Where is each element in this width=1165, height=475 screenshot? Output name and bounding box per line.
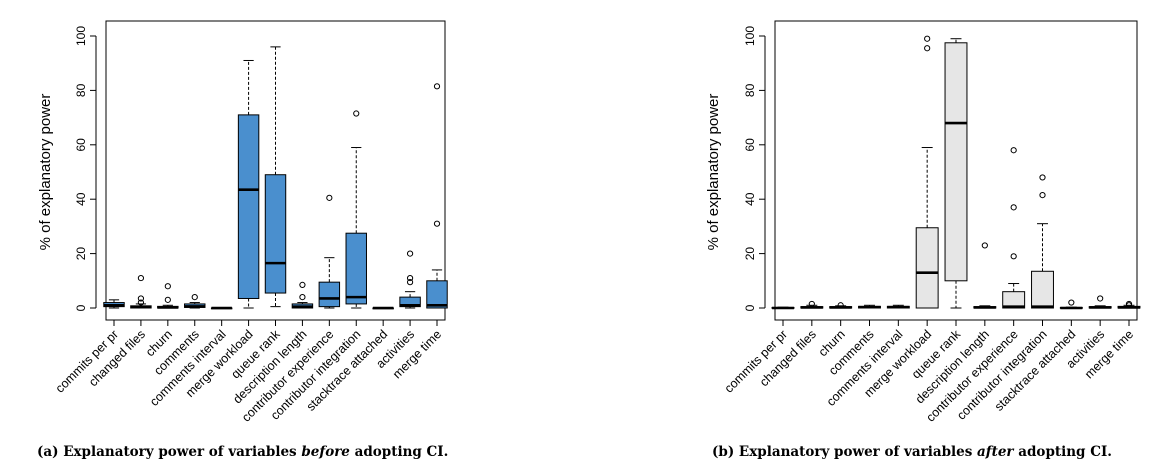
box-item [771,306,795,310]
y-tick-label: 60 [743,138,757,152]
outlier-point [924,35,931,42]
outlier-point [1068,299,1075,306]
box-body [915,227,939,309]
box-item [1117,300,1141,309]
box-item [426,83,448,309]
box-body [345,232,367,305]
y-tick-label: 100 [74,26,88,46]
caption-before: (a) Explanatory power of variables befor… [37,444,449,460]
box-item [399,250,421,309]
box-body [426,280,448,309]
outlier-point [137,274,145,282]
y-tick-label: 40 [74,192,88,206]
outlier-point [164,283,171,290]
box-item [829,302,853,309]
y-tick-label: 20 [74,247,88,261]
outlier-point [191,294,198,301]
outlier-point [1010,147,1017,154]
y-tick-label: 80 [74,83,88,97]
box-item [291,281,314,309]
box-item [372,306,394,310]
box-item [1059,299,1083,310]
box-item [1002,147,1026,309]
box-item [103,299,125,309]
outlier-point [164,296,171,303]
box-body [264,174,287,294]
box-item [858,304,881,309]
outlier-point [1039,192,1046,199]
box-item [264,46,287,308]
outlier-point [1010,204,1017,211]
outlier-point [433,220,441,227]
outlier-point [981,242,988,249]
outlier-point [137,295,145,302]
outlier-point [137,299,145,306]
y-tick-label: 60 [74,138,88,152]
outlier-point [433,83,441,90]
outlier-point [406,274,414,282]
y-tick-label: 100 [743,26,757,46]
outlier-point [1010,253,1017,260]
box-item [157,283,179,309]
box-item [210,306,233,310]
box-item [886,304,910,309]
box-body [944,42,968,282]
outlier-point [353,110,360,117]
y-axis-label: % of explanatory power [37,94,54,251]
y-tick-label: 0 [74,304,88,311]
outlier-point [1125,302,1133,309]
outlier-point [406,250,414,257]
outlier-point [299,294,306,301]
box-item [184,294,206,309]
y-tick-label: 40 [743,192,757,206]
outlier-point [326,194,333,201]
box-item [345,110,367,309]
caption-after: (b) Explanatory power of variables after… [712,444,1112,460]
box-item [1031,174,1054,309]
outlier-point [837,302,844,309]
outlier-point [924,45,931,52]
y-tick-label: 20 [743,247,757,261]
box-item [944,38,968,309]
box-item [973,242,997,309]
box-item [1088,295,1112,309]
outlier-point [1039,174,1046,181]
y-axis-label: % of explanatory power [705,94,722,251]
box-item [237,59,260,309]
y-tick-label: 80 [743,83,757,97]
box-body [318,281,341,308]
box-item [800,300,824,309]
box-body [399,296,421,308]
box-body [1031,270,1054,309]
outlier-point [406,279,414,286]
box-item [318,194,341,309]
box-item [130,274,152,309]
y-tick-label: 0 [743,304,757,311]
box-item [915,35,939,309]
outlier-point [808,300,815,308]
outlier-point [299,281,306,288]
outlier-point [1097,295,1104,302]
box-body [237,114,260,299]
box-body [1002,291,1026,309]
